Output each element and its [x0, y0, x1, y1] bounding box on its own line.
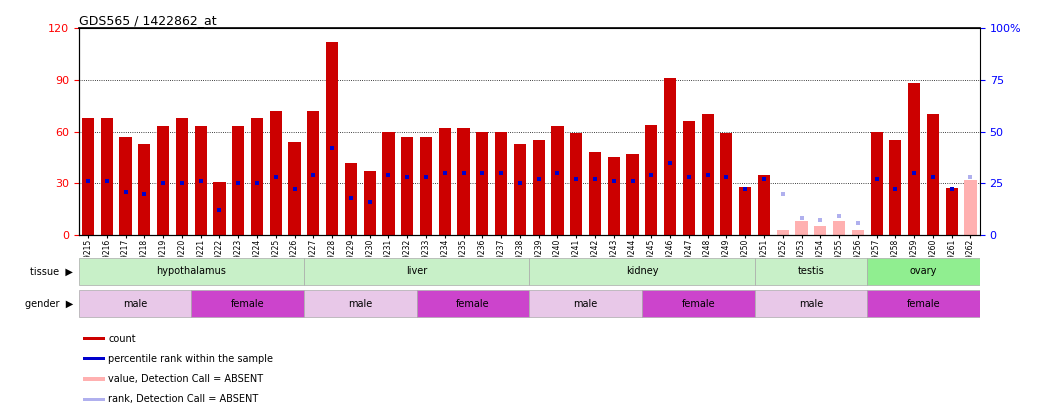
Bar — [176, 118, 188, 235]
Text: rank, Detection Call = ABSENT: rank, Detection Call = ABSENT — [108, 394, 259, 404]
Bar — [79, 258, 304, 285]
Bar — [269, 111, 282, 235]
Bar — [79, 290, 191, 318]
Bar — [195, 126, 206, 235]
Bar — [868, 290, 980, 318]
Text: count: count — [108, 334, 136, 343]
Bar — [608, 158, 619, 235]
Bar — [101, 118, 113, 235]
Bar — [795, 221, 808, 235]
Bar — [945, 188, 958, 235]
Bar — [641, 290, 755, 318]
Bar — [214, 181, 225, 235]
Bar — [250, 118, 263, 235]
Text: ovary: ovary — [910, 266, 937, 276]
Bar — [364, 171, 376, 235]
Bar — [304, 290, 417, 318]
Bar — [814, 226, 827, 235]
Text: kidney: kidney — [626, 266, 658, 276]
Bar — [964, 180, 977, 235]
Text: female: female — [231, 299, 264, 309]
Text: tissue  ▶: tissue ▶ — [30, 266, 73, 276]
Text: percentile rank within the sample: percentile rank within the sample — [108, 354, 274, 364]
Bar — [345, 163, 357, 235]
Bar — [304, 258, 529, 285]
Text: GDS565 / 1422862_at: GDS565 / 1422862_at — [79, 14, 216, 27]
Text: male: male — [799, 299, 823, 309]
Bar — [417, 290, 529, 318]
Bar — [646, 125, 657, 235]
Bar — [288, 142, 301, 235]
Text: female: female — [456, 299, 489, 309]
Bar — [83, 377, 105, 381]
Bar — [570, 133, 583, 235]
Bar — [476, 132, 488, 235]
Bar — [908, 83, 920, 235]
Text: female: female — [681, 299, 715, 309]
Bar — [589, 152, 602, 235]
Bar — [191, 290, 304, 318]
Bar — [307, 111, 320, 235]
Bar — [119, 137, 132, 235]
Bar — [755, 290, 868, 318]
Bar — [755, 258, 868, 285]
Bar — [890, 140, 901, 235]
Bar — [157, 126, 169, 235]
Bar — [138, 144, 151, 235]
Bar — [82, 118, 94, 235]
Bar — [439, 128, 451, 235]
Bar — [833, 221, 845, 235]
Bar — [739, 187, 751, 235]
Bar — [232, 126, 244, 235]
Bar — [326, 42, 339, 235]
Bar — [720, 133, 733, 235]
Bar — [701, 115, 714, 235]
Bar — [83, 398, 105, 401]
Bar — [514, 144, 526, 235]
Bar — [551, 126, 564, 235]
Text: testis: testis — [798, 266, 825, 276]
Bar — [529, 290, 641, 318]
Bar — [420, 137, 432, 235]
Text: male: male — [573, 299, 597, 309]
Bar — [532, 140, 545, 235]
Bar — [758, 175, 770, 235]
Text: male: male — [348, 299, 372, 309]
Bar — [777, 230, 789, 235]
Bar — [83, 337, 105, 340]
Text: male: male — [123, 299, 147, 309]
Bar — [383, 132, 394, 235]
Text: liver: liver — [406, 266, 428, 276]
Text: female: female — [907, 299, 940, 309]
Bar — [495, 132, 507, 235]
Bar — [457, 128, 470, 235]
Bar — [926, 115, 939, 235]
Bar — [852, 230, 864, 235]
Text: hypothalamus: hypothalamus — [156, 266, 226, 276]
Bar — [401, 137, 413, 235]
Bar — [529, 258, 755, 285]
Bar — [868, 258, 980, 285]
Text: value, Detection Call = ABSENT: value, Detection Call = ABSENT — [108, 374, 263, 384]
Bar — [83, 357, 105, 360]
Bar — [664, 78, 676, 235]
Bar — [627, 154, 638, 235]
Bar — [871, 132, 882, 235]
Text: gender  ▶: gender ▶ — [25, 299, 73, 309]
Bar — [682, 122, 695, 235]
